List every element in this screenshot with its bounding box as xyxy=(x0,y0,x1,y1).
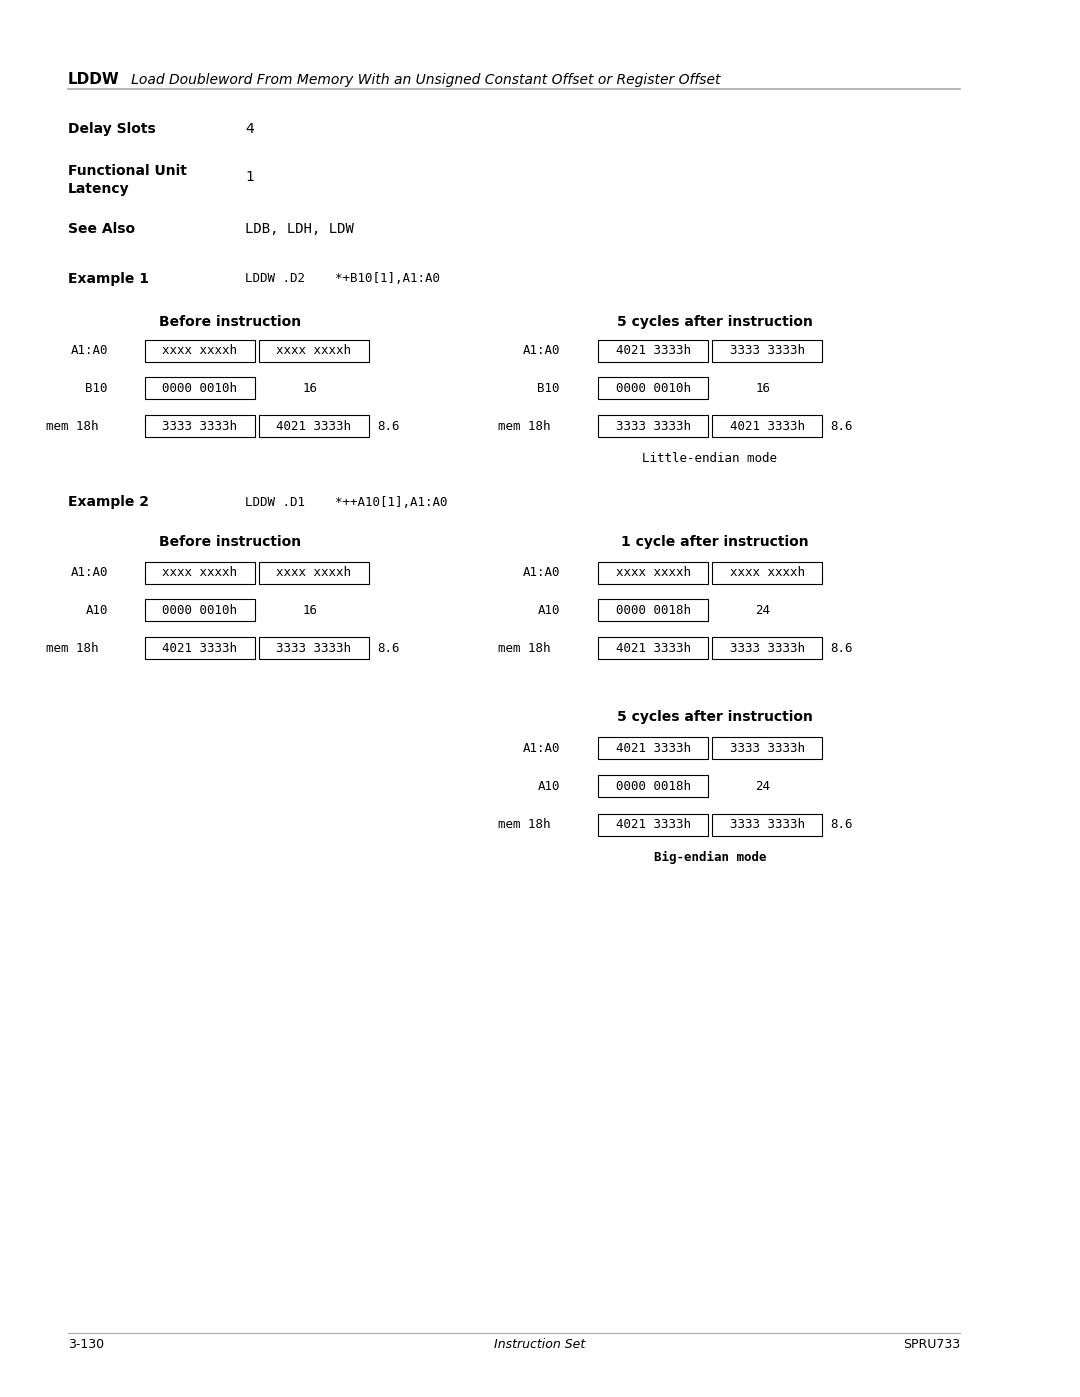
FancyBboxPatch shape xyxy=(712,339,822,362)
Text: 24: 24 xyxy=(756,780,770,792)
Text: 0000 0010h: 0000 0010h xyxy=(162,381,238,394)
FancyBboxPatch shape xyxy=(598,415,708,437)
Text: A10: A10 xyxy=(538,604,561,616)
FancyBboxPatch shape xyxy=(259,637,369,659)
Text: 3333 3333h: 3333 3333h xyxy=(729,742,805,754)
Text: A1:A0: A1:A0 xyxy=(523,742,561,754)
FancyBboxPatch shape xyxy=(145,562,255,584)
FancyBboxPatch shape xyxy=(712,562,822,584)
Text: 0000 0018h: 0000 0018h xyxy=(616,780,690,792)
Text: mem 18h: mem 18h xyxy=(45,419,98,433)
Text: xxxx xxxxh: xxxx xxxxh xyxy=(162,567,238,580)
Text: Little-endian mode: Little-endian mode xyxy=(643,453,778,465)
FancyBboxPatch shape xyxy=(259,562,369,584)
Text: A1:A0: A1:A0 xyxy=(70,567,108,580)
Text: mem 18h: mem 18h xyxy=(498,419,550,433)
Text: 4: 4 xyxy=(245,122,254,136)
Text: A10: A10 xyxy=(85,604,108,616)
Text: 3333 3333h: 3333 3333h xyxy=(276,641,351,655)
Text: mem 18h: mem 18h xyxy=(498,641,550,655)
Text: mem 18h: mem 18h xyxy=(45,641,98,655)
Text: 0000 0010h: 0000 0010h xyxy=(162,604,238,616)
Text: 4021 3333h: 4021 3333h xyxy=(276,419,351,433)
Text: 16: 16 xyxy=(756,381,770,394)
Text: 4021 3333h: 4021 3333h xyxy=(616,641,690,655)
Text: xxxx xxxxh: xxxx xxxxh xyxy=(276,567,351,580)
Text: 8.6: 8.6 xyxy=(831,641,852,655)
Text: 24: 24 xyxy=(756,604,770,616)
FancyBboxPatch shape xyxy=(598,637,708,659)
Text: 3333 3333h: 3333 3333h xyxy=(162,419,238,433)
FancyBboxPatch shape xyxy=(145,377,255,400)
Text: LDDW .D2    *+B10[1],A1:A0: LDDW .D2 *+B10[1],A1:A0 xyxy=(245,272,440,285)
Text: Delay Slots: Delay Slots xyxy=(68,122,156,136)
Text: xxxx xxxxh: xxxx xxxxh xyxy=(162,345,238,358)
Text: 16: 16 xyxy=(302,604,318,616)
Text: 4021 3333h: 4021 3333h xyxy=(616,819,690,831)
Text: A1:A0: A1:A0 xyxy=(70,345,108,358)
Text: LDDW .D1    *++A10[1],A1:A0: LDDW .D1 *++A10[1],A1:A0 xyxy=(245,496,447,509)
Text: 3333 3333h: 3333 3333h xyxy=(729,641,805,655)
Text: 1: 1 xyxy=(245,170,254,184)
Text: Before instruction: Before instruction xyxy=(159,314,301,330)
Text: Example 1: Example 1 xyxy=(68,272,149,286)
FancyBboxPatch shape xyxy=(712,814,822,835)
Text: 8.6: 8.6 xyxy=(831,419,852,433)
Text: 3333 3333h: 3333 3333h xyxy=(616,419,690,433)
Text: LDB, LDH, LDW: LDB, LDH, LDW xyxy=(245,222,354,236)
FancyBboxPatch shape xyxy=(259,415,369,437)
FancyBboxPatch shape xyxy=(145,637,255,659)
FancyBboxPatch shape xyxy=(598,377,708,400)
Text: 5 cycles after instruction: 5 cycles after instruction xyxy=(617,710,813,724)
Text: B10: B10 xyxy=(85,381,108,394)
FancyBboxPatch shape xyxy=(598,562,708,584)
Text: Functional Unit: Functional Unit xyxy=(68,163,187,177)
Text: 1 cycle after instruction: 1 cycle after instruction xyxy=(621,535,809,549)
Text: Big-endian mode: Big-endian mode xyxy=(653,851,766,865)
Text: 4021 3333h: 4021 3333h xyxy=(729,419,805,433)
FancyBboxPatch shape xyxy=(598,599,708,622)
Text: 8.6: 8.6 xyxy=(377,419,400,433)
Text: A10: A10 xyxy=(538,780,561,792)
Text: Instruction Set: Instruction Set xyxy=(495,1338,585,1351)
Text: See Also: See Also xyxy=(68,222,135,236)
FancyBboxPatch shape xyxy=(598,775,708,798)
FancyBboxPatch shape xyxy=(145,415,255,437)
Text: 3-130: 3-130 xyxy=(68,1338,104,1351)
FancyBboxPatch shape xyxy=(712,738,822,759)
Text: 8.6: 8.6 xyxy=(377,641,400,655)
Text: Example 2: Example 2 xyxy=(68,495,149,509)
Text: SPRU733: SPRU733 xyxy=(903,1338,960,1351)
Text: 4021 3333h: 4021 3333h xyxy=(616,742,690,754)
Text: A1:A0: A1:A0 xyxy=(523,345,561,358)
Text: LDDW: LDDW xyxy=(68,73,120,87)
Text: 0000 0018h: 0000 0018h xyxy=(616,604,690,616)
Text: 8.6: 8.6 xyxy=(831,819,852,831)
Text: A1:A0: A1:A0 xyxy=(523,567,561,580)
FancyBboxPatch shape xyxy=(712,415,822,437)
Text: 16: 16 xyxy=(302,381,318,394)
FancyBboxPatch shape xyxy=(259,339,369,362)
Text: Load Doubleword From Memory With an Unsigned Constant Offset or Register Offset: Load Doubleword From Memory With an Unsi… xyxy=(118,73,720,87)
FancyBboxPatch shape xyxy=(598,339,708,362)
Text: 0000 0010h: 0000 0010h xyxy=(616,381,690,394)
Text: Latency: Latency xyxy=(68,182,130,196)
Text: xxxx xxxxh: xxxx xxxxh xyxy=(616,567,690,580)
FancyBboxPatch shape xyxy=(598,814,708,835)
Text: B10: B10 xyxy=(538,381,561,394)
Text: 3333 3333h: 3333 3333h xyxy=(729,819,805,831)
Text: 4021 3333h: 4021 3333h xyxy=(162,641,238,655)
Text: xxxx xxxxh: xxxx xxxxh xyxy=(729,567,805,580)
Text: Before instruction: Before instruction xyxy=(159,535,301,549)
Text: mem 18h: mem 18h xyxy=(498,819,550,831)
Text: 4021 3333h: 4021 3333h xyxy=(616,345,690,358)
FancyBboxPatch shape xyxy=(145,339,255,362)
FancyBboxPatch shape xyxy=(145,599,255,622)
FancyBboxPatch shape xyxy=(712,637,822,659)
Text: 5 cycles after instruction: 5 cycles after instruction xyxy=(617,314,813,330)
Text: xxxx xxxxh: xxxx xxxxh xyxy=(276,345,351,358)
Text: 3333 3333h: 3333 3333h xyxy=(729,345,805,358)
FancyBboxPatch shape xyxy=(598,738,708,759)
